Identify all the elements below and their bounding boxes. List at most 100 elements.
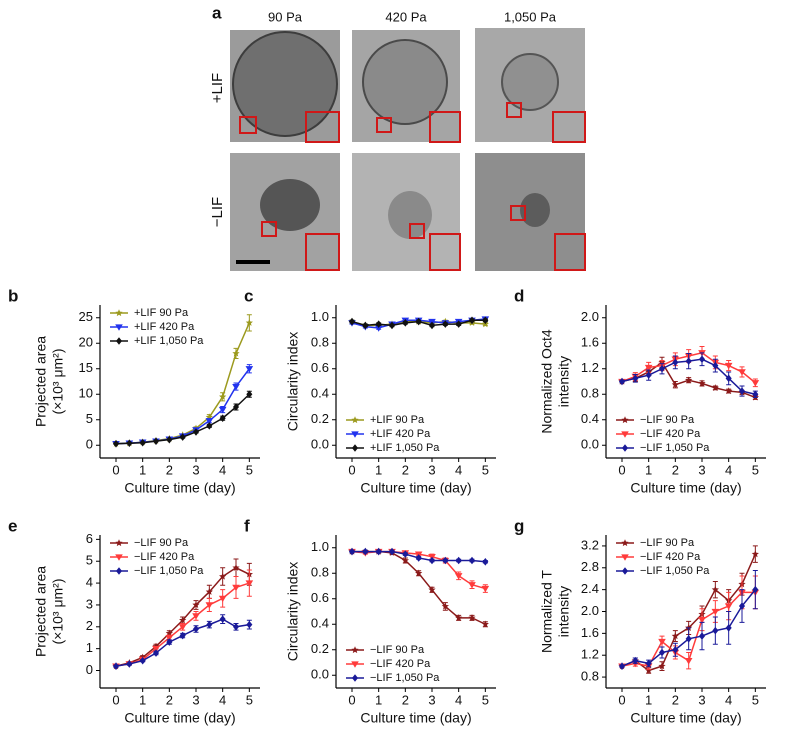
legend-label: −LIF 420 Pa <box>134 551 195 563</box>
data-point <box>698 355 706 363</box>
y-tick-label: 2.0 <box>581 309 599 324</box>
panel-label: c <box>244 286 253 305</box>
data-point <box>632 374 639 383</box>
legend-marker <box>115 324 123 331</box>
y-axis-label: Projected area <box>33 336 49 427</box>
legend-label: +LIF 420 Pa <box>370 428 431 440</box>
y-axis-label: (×10³ μm²) <box>50 348 66 414</box>
x-tick-label: 2 <box>402 692 409 707</box>
x-axis-label: Culture time (day) <box>630 710 741 726</box>
legend-marker <box>115 309 123 317</box>
data-point <box>245 580 254 587</box>
data-point <box>402 550 409 558</box>
x-tick-label: 5 <box>482 462 489 477</box>
x-tick-label: 2 <box>166 462 173 477</box>
y-axis-label: Normalized Oct4 <box>539 329 555 433</box>
x-tick-label: 4 <box>725 462 732 477</box>
legend-marker <box>115 337 123 345</box>
legend-label: −LIF 1,050 Pa <box>640 565 710 577</box>
data-point <box>751 380 760 387</box>
series <box>348 547 489 566</box>
legend-label: −LIF 90 Pa <box>640 537 695 549</box>
data-point <box>468 614 476 621</box>
data-point <box>246 390 253 399</box>
data-point <box>671 632 679 640</box>
data-point <box>139 656 146 665</box>
y-tick-label: 1.6 <box>581 625 599 640</box>
legend-label: −LIF 90 Pa <box>134 537 189 549</box>
legend-marker <box>351 444 359 452</box>
y-tick-label: 0.4 <box>311 386 329 401</box>
legend-label: −LIF 90 Pa <box>370 644 425 656</box>
legend-marker <box>351 431 359 438</box>
x-tick-label: 3 <box>698 462 705 477</box>
row-header: +LIF <box>209 73 226 103</box>
legend-marker <box>621 431 629 438</box>
data-point <box>219 414 226 423</box>
y-tick-label: 0.6 <box>311 360 329 375</box>
data-point <box>388 321 396 330</box>
data-point <box>644 364 653 372</box>
data-point <box>166 435 173 444</box>
y-tick-label: 0 <box>86 662 93 677</box>
legend-label: +LIF 1,050 Pa <box>134 335 204 347</box>
x-tick-label: 1 <box>375 462 382 477</box>
panel-label: b <box>8 286 18 305</box>
panel-label: g <box>514 516 524 535</box>
cell <box>388 191 432 239</box>
cell <box>232 31 338 137</box>
data-point <box>205 588 213 595</box>
data-point <box>698 632 706 640</box>
legend-marker <box>115 554 123 561</box>
y-tick-label: 0.2 <box>311 411 329 426</box>
data-point <box>178 624 187 631</box>
column-header: 420 Pa <box>385 9 427 24</box>
y-tick-label: 1.2 <box>581 360 599 375</box>
x-tick-label: 0 <box>348 692 355 707</box>
data-point <box>388 547 396 556</box>
legend-marker <box>621 416 629 424</box>
legend-label: −LIF 420 Pa <box>370 658 431 670</box>
y-tick-label: 0.0 <box>581 437 599 452</box>
data-point <box>232 584 240 592</box>
x-tick-label: 1 <box>139 462 146 477</box>
data-point <box>219 572 227 580</box>
y-tick-label: 0.4 <box>311 616 329 631</box>
data-point <box>658 638 666 646</box>
data-point <box>455 614 463 621</box>
data-point <box>205 602 214 609</box>
y-tick-label: 2 <box>86 618 93 633</box>
data-point <box>232 383 240 391</box>
data-point <box>232 403 240 411</box>
data-point <box>152 649 160 657</box>
legend-label: −LIF 1,050 Pa <box>640 442 710 454</box>
data-point <box>205 418 214 425</box>
data-point <box>401 556 409 564</box>
data-point <box>126 439 133 448</box>
x-tick-label: 2 <box>166 692 173 707</box>
data-point <box>428 556 436 565</box>
y-tick-label: 20 <box>79 335 93 350</box>
data-point <box>685 376 693 384</box>
data-point <box>192 613 200 620</box>
legend-marker <box>621 444 629 452</box>
data-point <box>139 438 146 447</box>
data-point <box>206 620 213 629</box>
x-tick-label: 2 <box>402 462 409 477</box>
y-axis-label: Projected area <box>33 566 49 657</box>
zoom-boxes <box>239 102 586 271</box>
series <box>348 316 489 330</box>
x-tick-label: 0 <box>112 462 119 477</box>
panel-label: f <box>244 516 250 535</box>
data-point <box>658 662 666 670</box>
data-point <box>632 656 639 665</box>
y-tick-label: 0.6 <box>311 590 329 605</box>
data-point <box>618 377 626 386</box>
data-point <box>711 384 719 391</box>
data-point <box>658 364 666 373</box>
data-point <box>166 638 173 646</box>
cell <box>260 179 320 231</box>
x-tick-label: 0 <box>112 692 119 707</box>
y-tick-label: 4 <box>86 575 93 590</box>
data-point <box>752 390 759 399</box>
